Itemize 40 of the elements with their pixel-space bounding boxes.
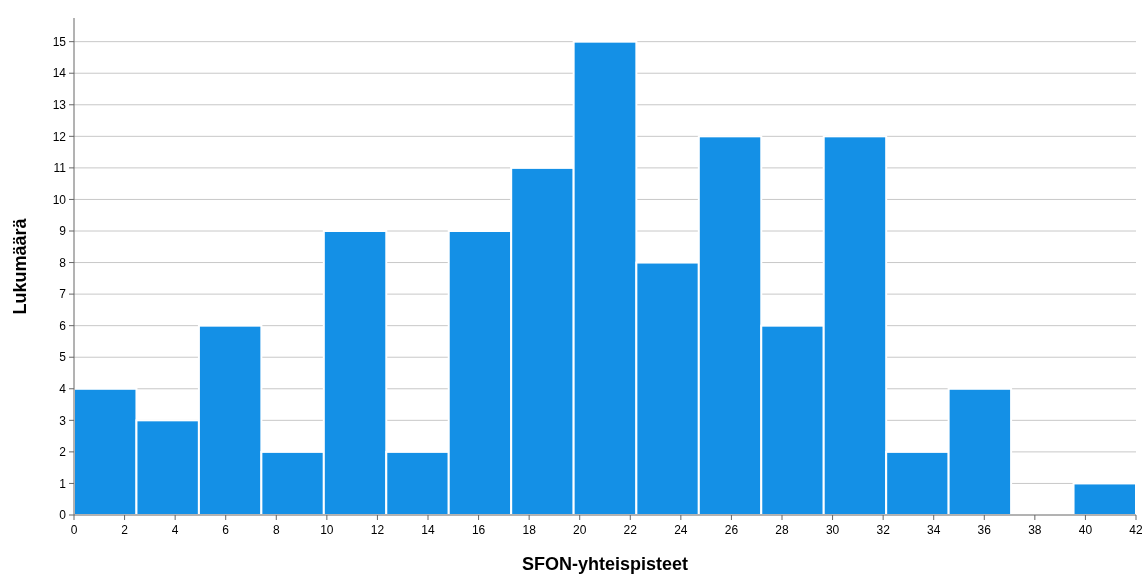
y-tick-label: 8 [59, 255, 67, 270]
x-tick-label: 14 [421, 523, 435, 537]
x-tick-label: 28 [775, 523, 789, 537]
x-tick-label: 0 [70, 523, 78, 537]
y-tick-label: 12 [52, 129, 67, 144]
x-tick-label: 18 [522, 523, 537, 537]
x-tick-label: 6 [222, 523, 230, 537]
x-tick-label: 2 [121, 523, 129, 537]
y-tick-label: 13 [52, 97, 67, 112]
x-tick-label: 42 [1129, 523, 1142, 537]
x-tick-label: 32 [876, 523, 891, 537]
y-tick-label: 11 [53, 161, 67, 176]
x-tick-label: 4 [171, 523, 179, 537]
y-tick-label: 4 [59, 381, 67, 396]
x-tick-label: 12 [370, 523, 385, 537]
x-axis-title: SFON-yhteispisteet [521, 554, 689, 574]
y-tick-label: 15 [52, 34, 67, 49]
x-tick-label: 26 [724, 523, 739, 537]
y-tick-label: 3 [59, 413, 67, 428]
x-tick-label: 34 [927, 523, 941, 537]
y-tick-label: 6 [59, 318, 67, 333]
y-tick-label: 0 [59, 508, 67, 523]
x-tick-label: 16 [471, 523, 486, 537]
x-tick-label: 8 [272, 523, 280, 537]
x-tick-label: 40 [1078, 523, 1093, 537]
y-tick-label: 5 [59, 350, 67, 365]
y-tick-label: 2 [59, 445, 67, 460]
x-tick-label: 30 [825, 523, 840, 537]
x-tick-label: 20 [573, 523, 587, 537]
x-tick-label: 38 [1028, 523, 1042, 537]
x-tick-label: 22 [623, 523, 638, 537]
y-tick-label: 14 [52, 66, 67, 81]
y-axis-title: Lukumäärä [10, 217, 30, 315]
y-tick-label: 7 [59, 287, 67, 302]
x-tick-label: 10 [320, 523, 334, 537]
y-tick-label: 1 [59, 476, 67, 491]
x-tick-label: 36 [977, 523, 992, 537]
y-tick-label: 9 [59, 224, 67, 239]
y-tick-label: 10 [52, 192, 67, 207]
x-tick-label: 24 [674, 523, 688, 537]
